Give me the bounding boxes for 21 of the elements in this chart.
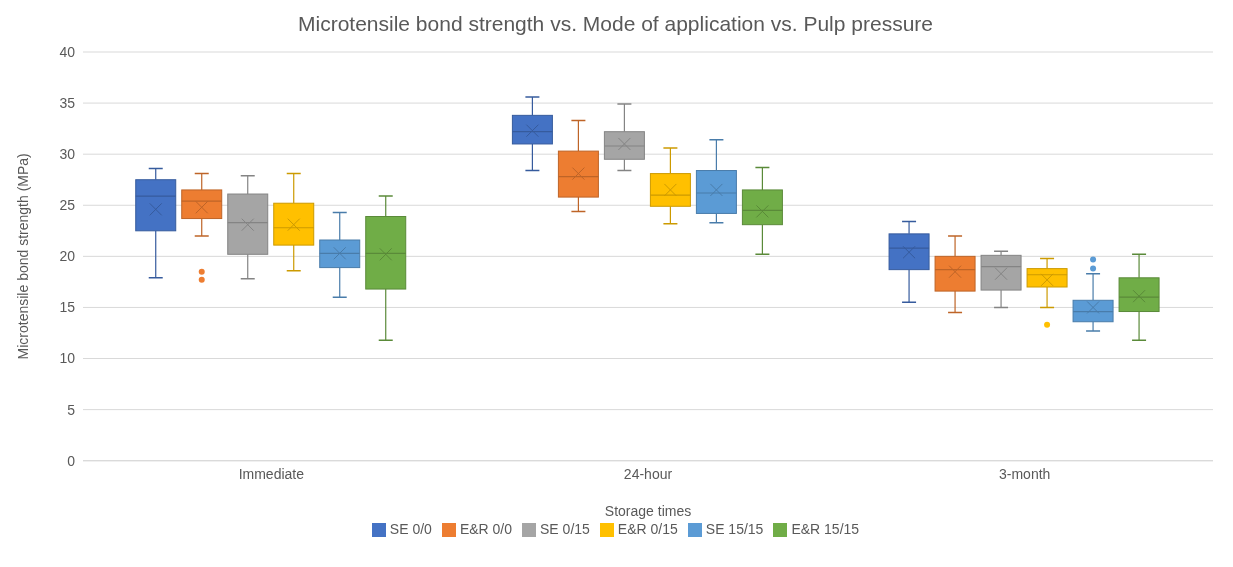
- legend-label: E&R 0/15: [617, 520, 678, 537]
- y-tick-label: 40: [59, 43, 76, 60]
- y-tick-label: 20: [59, 248, 76, 265]
- chart-title: Microtensile bond strength vs. Mode of application vs. Pulp pressure: [297, 12, 934, 37]
- x-tick-label: Immediate: [238, 465, 305, 482]
- y-tick-label: 35: [59, 95, 76, 112]
- x-tick-label: 24-hour: [623, 465, 673, 482]
- legend-label: SE 0/15: [540, 520, 590, 537]
- y-tick-label: 25: [59, 197, 76, 214]
- y-axis-title: Microtensile bond strength (MPa): [14, 153, 31, 360]
- legend-label: E&R 15/15: [791, 520, 860, 537]
- legend-label: SE 15/15: [705, 520, 764, 537]
- legend-label: SE 0/0: [389, 520, 432, 537]
- y-tick-label: 10: [59, 350, 76, 367]
- y-tick-label: 30: [59, 146, 76, 163]
- y-tick-label: 15: [59, 299, 76, 316]
- x-tick-label: 3-month: [998, 465, 1051, 482]
- legend-label: E&R 0/0: [459, 520, 513, 537]
- x-axis-title: Storage times: [604, 502, 692, 519]
- y-tick-label: 5: [67, 401, 76, 418]
- y-tick-label: 0: [67, 452, 76, 469]
